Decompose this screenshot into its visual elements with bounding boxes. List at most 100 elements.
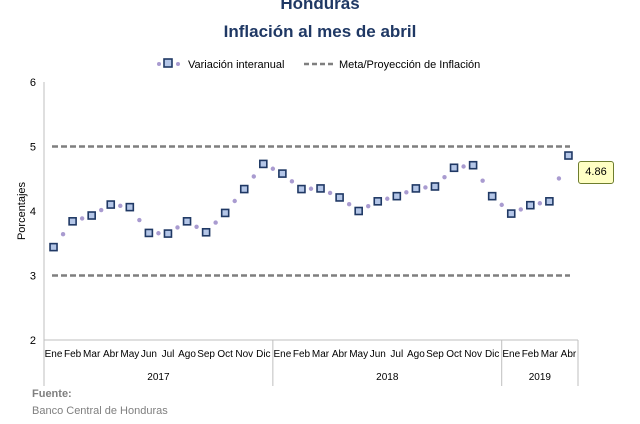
data-point — [316, 184, 325, 193]
source-text: Banco Central de Honduras — [32, 405, 168, 417]
series-dot — [308, 186, 314, 191]
data-point — [259, 159, 268, 169]
data-point — [449, 163, 459, 173]
data-point — [335, 193, 344, 202]
series-dot — [251, 174, 256, 179]
series-dot — [194, 224, 199, 230]
series-dot — [232, 198, 237, 204]
series-dot — [137, 217, 142, 223]
legend-series-label: Variación interanual — [188, 59, 284, 71]
series-dot — [461, 164, 466, 169]
source-heading: Fuente: — [32, 388, 72, 400]
x-tick-label: Sep — [197, 349, 215, 360]
x-tick-label: Ene — [273, 349, 291, 360]
x-tick-label: Nov — [235, 349, 253, 360]
data-point — [163, 229, 173, 238]
series-dot — [499, 202, 504, 208]
x-tick-label: Abr — [332, 349, 348, 360]
data-point — [106, 200, 116, 209]
series-dot — [156, 231, 161, 236]
data-point — [182, 217, 192, 226]
legend-dot-right — [176, 62, 180, 66]
x-tick-label: Mar — [312, 349, 330, 360]
series-dot — [346, 202, 352, 207]
series-dot — [79, 216, 85, 221]
data-point — [430, 182, 440, 191]
x-tick-label: Feb — [293, 349, 311, 360]
year-label: 2018 — [376, 372, 399, 383]
legend: Variación interanual Meta/Proyección de … — [157, 58, 480, 71]
data-point — [297, 184, 306, 194]
chart-title: Honduras — [280, 0, 360, 13]
series-dot — [270, 166, 276, 171]
year-label: 2019 — [529, 372, 552, 383]
x-tick-label: May — [120, 349, 139, 360]
x-tick-label: Sep — [426, 349, 444, 360]
data-point — [392, 191, 402, 201]
legend-dot-left — [157, 62, 161, 66]
y-tick-label: 2 — [30, 335, 36, 347]
data-point — [239, 184, 249, 194]
series-dot — [556, 176, 562, 181]
series-dot — [518, 207, 523, 212]
x-tick-label: Dic — [256, 349, 270, 360]
data-point — [411, 184, 421, 193]
series-dot — [60, 232, 66, 237]
data-point — [144, 228, 154, 238]
x-tick-label: Jun — [141, 349, 157, 360]
year-label: 2017 — [147, 372, 170, 383]
x-tick-label: Mar — [83, 349, 101, 360]
series-dot — [366, 203, 371, 209]
data-point — [201, 227, 211, 237]
data-point — [68, 217, 77, 226]
x-tick-label: Feb — [522, 349, 540, 360]
y-tick-label: 6 — [30, 77, 36, 89]
series-dot — [537, 201, 543, 206]
x-tick-label: Feb — [64, 349, 82, 360]
data-point — [468, 160, 478, 170]
series-dot — [99, 207, 104, 213]
data-point — [354, 206, 363, 216]
x-tick-label: Dic — [485, 349, 499, 360]
x-tick-label: Jun — [370, 349, 386, 360]
data-point — [506, 209, 516, 218]
x-tick-label: Ene — [45, 349, 63, 360]
y-axis-label: Porcentajes — [16, 181, 28, 240]
series-dot — [327, 190, 333, 196]
y-tick-label: 5 — [30, 142, 36, 154]
data-point — [49, 242, 58, 252]
data-point — [545, 197, 554, 206]
data-point — [373, 197, 383, 206]
series-dot — [175, 225, 180, 230]
x-tick-label: May — [349, 349, 368, 360]
data-point — [278, 169, 287, 178]
x-tick-label: Oct — [217, 349, 233, 360]
series-dot — [118, 203, 123, 209]
chart-subtitle: Inflación al mes de abril — [223, 22, 417, 41]
x-tick-label: Ene — [502, 349, 520, 360]
data-point — [87, 211, 96, 220]
latest-value-callout: 4.86 — [578, 161, 614, 184]
y-tick-label: 3 — [30, 271, 36, 283]
series-dot — [404, 190, 409, 195]
x-tick-label: Ago — [407, 349, 425, 360]
x-tick-label: Nov — [464, 349, 482, 360]
data-point — [487, 191, 497, 201]
x-tick-label: Abr — [103, 349, 119, 360]
series-dot — [385, 196, 390, 201]
series-dot — [442, 174, 447, 180]
data-point — [125, 202, 135, 212]
series-dot — [480, 178, 485, 183]
x-tick-label: Mar — [541, 349, 559, 360]
legend-marker-icon — [163, 58, 173, 68]
x-tick-label: Oct — [446, 349, 462, 360]
x-tick-label: Jul — [162, 349, 175, 360]
series-dot — [423, 185, 428, 190]
legend-meta-label: Meta/Proyección de Inflación — [339, 59, 480, 71]
data-point — [564, 151, 573, 160]
x-tick-label: Jul — [390, 349, 403, 360]
series-dot — [289, 179, 295, 184]
series-dot — [213, 220, 218, 225]
data-point — [526, 200, 535, 210]
